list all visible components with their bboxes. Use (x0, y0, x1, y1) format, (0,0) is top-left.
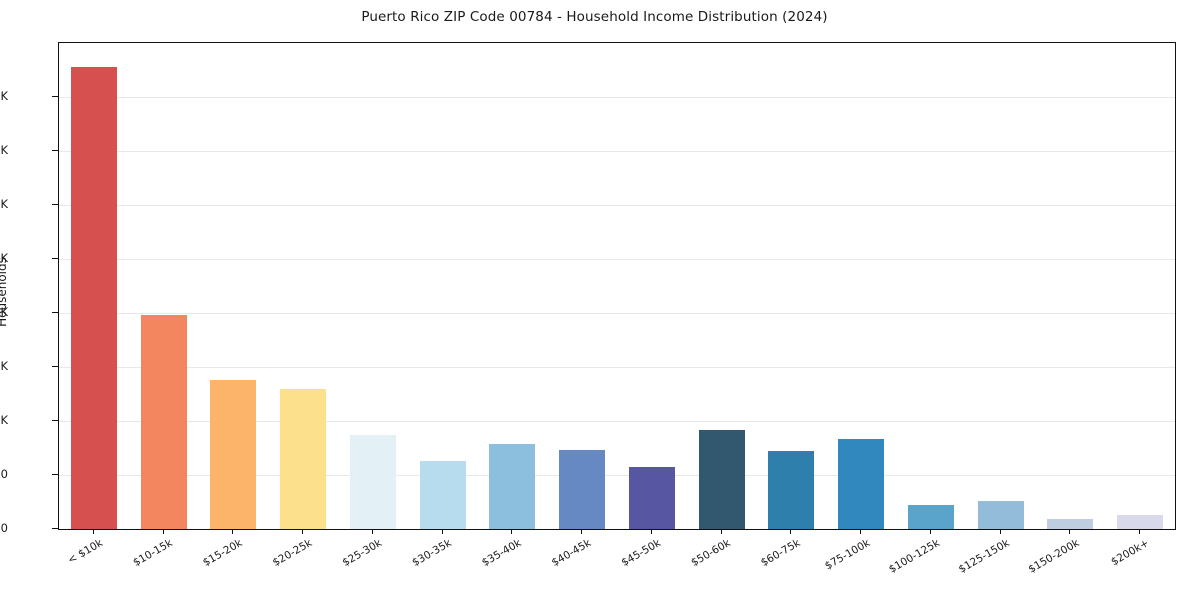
x-axis-tick-mark (720, 529, 722, 534)
x-axis-tick-mark (232, 529, 234, 534)
gridline (59, 205, 1175, 206)
x-axis-tick-label: $30-35k (410, 537, 454, 570)
bar[interactable] (70, 67, 117, 529)
plot-inner (59, 43, 1175, 529)
bar[interactable] (210, 379, 257, 529)
y-axis-label: Households (0, 257, 9, 327)
gridline (59, 313, 1175, 314)
y-axis-tick-mark (52, 150, 58, 151)
bar[interactable] (419, 460, 466, 529)
x-axis-tick-mark (441, 529, 443, 534)
x-axis-tick-mark (581, 529, 583, 534)
bar[interactable] (907, 504, 954, 529)
y-axis-tick-mark (52, 366, 58, 367)
y-axis-tick-mark (52, 258, 58, 259)
gridline (59, 151, 1175, 152)
y-axis-tick-label: 1K (0, 359, 8, 373)
y-axis-tick-label: 2K (0, 305, 8, 319)
bar[interactable] (977, 500, 1024, 529)
y-axis-tick-label: 2K (0, 251, 8, 265)
y-axis-tick-label: 4K (0, 89, 8, 103)
y-axis-tick-mark (52, 204, 58, 205)
bar[interactable] (698, 429, 745, 529)
x-axis-tick-mark (511, 529, 513, 534)
bar[interactable] (838, 438, 885, 529)
x-axis-tick-mark (860, 529, 862, 534)
y-axis-tick-label: 1K (0, 413, 8, 427)
gridline (59, 421, 1175, 422)
y-axis-tick-mark (52, 474, 58, 475)
bars-layer (59, 43, 1175, 529)
x-axis-tick-mark (371, 529, 373, 534)
y-axis-tick-mark (52, 312, 58, 313)
x-axis-tick-mark (92, 529, 94, 534)
y-axis-tick-mark (52, 420, 58, 421)
x-axis-tick-mark (790, 529, 792, 534)
y-axis-tick-mark (52, 528, 58, 529)
bar[interactable] (768, 450, 815, 529)
y-axis-tick-label: 3K (0, 143, 8, 157)
y-axis-tick-label: 0 (0, 521, 8, 535)
x-axis-tick-mark (302, 529, 304, 534)
x-axis-tick-mark (1139, 529, 1141, 534)
gridline (59, 97, 1175, 98)
x-axis-tick-mark (650, 529, 652, 534)
y-axis-tick-label: 500 (0, 467, 8, 481)
bar[interactable] (280, 388, 327, 529)
bar[interactable] (1117, 514, 1164, 529)
plot-area (58, 42, 1176, 530)
chart-title: Puerto Rico ZIP Code 00784 - Household I… (361, 9, 828, 25)
bar[interactable] (140, 314, 187, 529)
x-axis-tick-mark (1069, 529, 1071, 534)
x-axis-tick-mark (999, 529, 1001, 534)
bar[interactable] (489, 443, 536, 529)
bar[interactable] (628, 466, 675, 529)
y-axis-tick-mark (52, 96, 58, 97)
y-axis-tick-label: 3K (0, 197, 8, 211)
gridline (59, 367, 1175, 368)
bar[interactable] (349, 434, 396, 529)
bar[interactable] (1047, 518, 1094, 529)
bar[interactable] (559, 449, 606, 529)
x-axis-tick-mark (162, 529, 164, 534)
gridline (59, 475, 1175, 476)
x-axis-tick-mark (929, 529, 931, 534)
gridline (59, 259, 1175, 260)
